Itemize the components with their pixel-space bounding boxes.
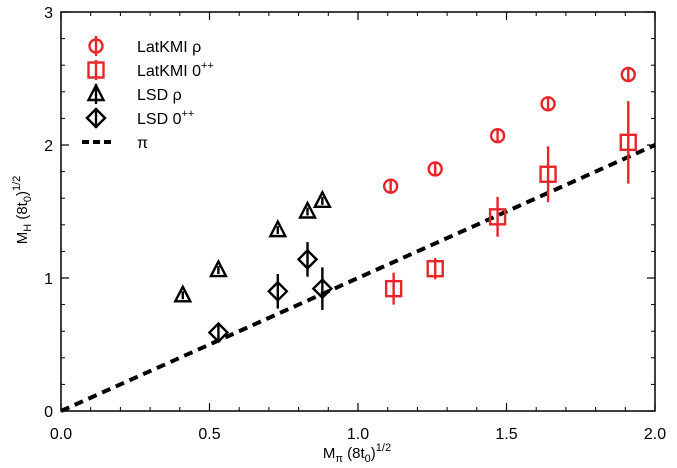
marker-diamond xyxy=(207,321,230,344)
marker-triangle xyxy=(208,258,228,278)
data-point-square xyxy=(488,196,507,237)
marker-square xyxy=(619,133,637,152)
marker-circle xyxy=(489,127,506,144)
y-tick-label: 0 xyxy=(44,404,53,421)
legend-marker-triangle xyxy=(86,82,106,102)
legend-marker-circle xyxy=(88,38,104,54)
x-tick-label: 1.5 xyxy=(495,426,517,443)
data-point-square xyxy=(426,258,444,280)
marker-diamond xyxy=(267,280,289,302)
x-tick-label: 1.0 xyxy=(347,426,369,443)
data-point-circle xyxy=(620,66,636,83)
marker-square xyxy=(539,165,557,183)
data-point-triangle xyxy=(173,284,193,303)
data-point-diamond xyxy=(311,267,334,310)
legend-item: LatKMI ρ xyxy=(88,36,201,56)
marker-square xyxy=(488,208,507,226)
marker-diamond xyxy=(296,248,319,271)
x-axis-label-main: M xyxy=(323,445,336,462)
marker-square xyxy=(426,259,444,278)
data-point-circle xyxy=(427,161,443,177)
y-axis-label-sub: H xyxy=(22,224,34,232)
legend-label-main: LSD ρ xyxy=(137,87,182,104)
data-point-diamond xyxy=(296,242,319,277)
x-axis-label-sup: 1/2 xyxy=(376,442,391,454)
marker-triangle xyxy=(268,219,288,238)
data-point-triangle xyxy=(312,189,332,209)
data-point-square xyxy=(539,146,557,203)
marker-triangle xyxy=(312,189,332,209)
data-point-square xyxy=(619,101,637,184)
data-point-diamond xyxy=(267,274,289,309)
data-point-circle xyxy=(489,127,506,144)
data-point-circle xyxy=(382,178,399,194)
y-axis-label-main: M xyxy=(14,232,31,245)
legend-label-main: π xyxy=(137,135,148,152)
legend-label: LatKMI ρ xyxy=(137,39,201,56)
legend-label: LSD ρ xyxy=(137,87,182,104)
x-tick-label: 0.0 xyxy=(50,426,72,443)
marker-circle xyxy=(620,66,636,83)
legend-label: LSD 0++ xyxy=(137,108,194,128)
marker-triangle xyxy=(298,200,317,219)
y-axis-label-tail: ) xyxy=(14,191,31,196)
legend-label-main: LSD 0 xyxy=(137,111,182,128)
x-axis-label: Mπ (8t0)1/2 xyxy=(323,442,391,465)
legend-marker-diamond xyxy=(85,107,107,129)
x-axis-label-rest: (8t xyxy=(343,445,366,462)
y-tick-label: 3 xyxy=(44,5,53,22)
data-point-triangle xyxy=(268,219,288,238)
legend-label-main: LatKMI ρ xyxy=(137,39,201,56)
marker-triangle xyxy=(173,284,193,303)
legend-item: LSD ρ xyxy=(86,82,182,104)
data-point-diamond xyxy=(207,321,230,344)
marker-circle xyxy=(540,96,556,112)
y-axis-label: MH (8t0)1/2 xyxy=(11,176,34,245)
axis-ticks: 0.0 0.5 1.0 1.5 2.0 0 1 2 3 xyxy=(44,5,666,443)
y-tick-label: 1 xyxy=(44,271,53,288)
y-tick-label: 2 xyxy=(44,138,53,155)
legend-label: π xyxy=(137,135,148,152)
data-point-circle xyxy=(540,96,556,112)
x-axis-label-sub: π xyxy=(335,453,343,465)
marker-circle xyxy=(382,178,399,194)
data-point-triangle xyxy=(298,200,317,219)
legend-item: LSD 0++ xyxy=(85,107,194,129)
legend-label-superscript: ++ xyxy=(201,60,214,72)
x-tick-label: 0.5 xyxy=(198,426,220,443)
legend-label: LatKMI 0++ xyxy=(137,60,214,80)
x-axis-label-tail: ) xyxy=(371,445,376,462)
legend-marker-square xyxy=(87,61,105,79)
marker-circle xyxy=(427,161,443,177)
legend-item: LatKMI 0++ xyxy=(87,60,214,80)
legend-label-superscript: ++ xyxy=(181,108,194,120)
data-point-triangle xyxy=(208,258,228,278)
markers-layer xyxy=(173,66,637,344)
y-axis-label-rest: (8t xyxy=(14,201,31,224)
legend-label-main: LatKMI 0 xyxy=(137,63,201,80)
legend-item: π xyxy=(82,135,148,152)
marker-square xyxy=(384,279,403,298)
x-tick-label: 2.0 xyxy=(644,426,666,443)
data-point-square xyxy=(384,272,403,305)
pi-dashed-line xyxy=(60,143,656,413)
marker-diamond xyxy=(311,277,334,300)
y-axis-label-sup: 1/2 xyxy=(11,176,23,191)
y-axis-label-sub2: 0 xyxy=(22,196,34,202)
pi-line-layer xyxy=(60,143,656,413)
x-axis-label-sub2: 0 xyxy=(365,453,371,465)
